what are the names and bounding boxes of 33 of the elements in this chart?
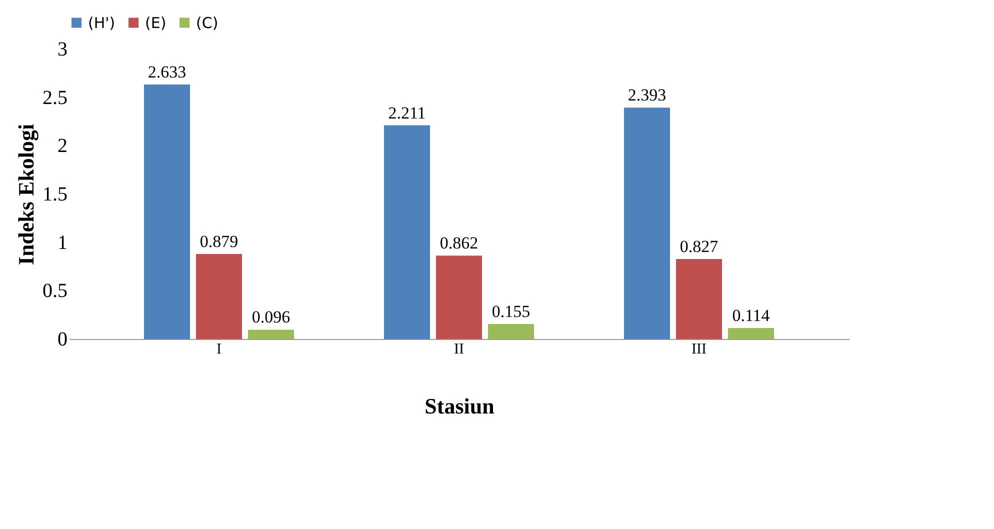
bar — [384, 125, 430, 339]
y-tick-label: 2.5 — [42, 86, 68, 109]
data-label: 0.096 — [252, 308, 290, 327]
y-tick-label: 2 — [58, 135, 68, 158]
y-tick-label: 1.5 — [42, 184, 68, 206]
y-tick-label: 3 — [58, 38, 68, 60]
y-axis-title: Indeks Ekologi — [14, 124, 38, 266]
y-tick-label: 0.5 — [42, 280, 68, 302]
data-label: 0.827 — [680, 237, 719, 256]
bar — [436, 256, 482, 339]
data-label: 2.633 — [148, 62, 186, 82]
bar — [196, 254, 242, 339]
data-label: 0.879 — [200, 232, 238, 252]
x-tick-label: III — [692, 342, 706, 358]
bar — [248, 330, 294, 339]
legend-label: (H') — [88, 14, 116, 32]
x-tick-label: II — [454, 342, 464, 358]
bar — [624, 108, 670, 339]
bar — [676, 259, 722, 339]
y-tick-label: 0 — [58, 328, 68, 350]
x-axis-title: Stasiun — [424, 394, 494, 418]
data-label: 2.211 — [388, 103, 426, 122]
data-label: 0.862 — [440, 234, 478, 253]
bar — [144, 84, 190, 339]
legend-label: (E) — [145, 14, 166, 32]
data-label: 0.114 — [732, 306, 770, 325]
legend-label: (C) — [196, 14, 218, 32]
y-tick-label: 1 — [58, 232, 68, 254]
data-label: 0.155 — [492, 302, 530, 322]
bar — [488, 324, 534, 339]
x-tick-label: I — [216, 342, 222, 358]
data-label: 2.393 — [628, 86, 666, 105]
bar — [728, 328, 774, 339]
